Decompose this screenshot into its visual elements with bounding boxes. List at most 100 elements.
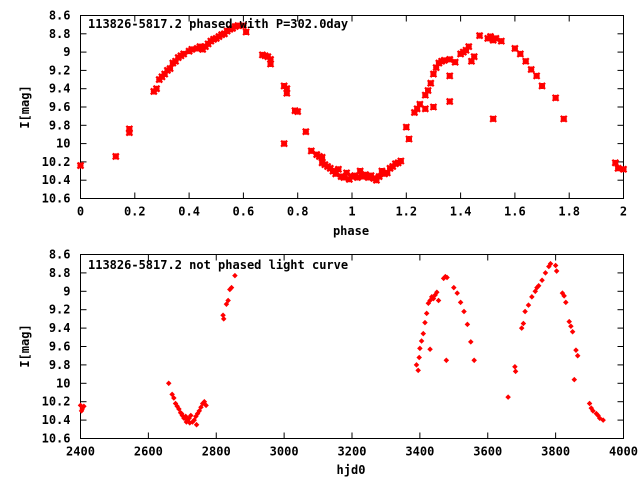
unphased-data-point <box>443 357 450 364</box>
unphased-data-point <box>596 415 603 422</box>
phased-data-point <box>266 55 275 64</box>
unphased-data-point <box>532 288 539 295</box>
unphased-data-point <box>461 308 467 315</box>
phased-x-tick-label: 0.4 <box>178 205 200 219</box>
phased-data-point <box>451 58 459 66</box>
unphased-data-point <box>518 325 525 331</box>
phased-data-point <box>475 31 484 40</box>
phased-data-point <box>188 45 196 54</box>
unphased-data-point <box>535 283 542 289</box>
phased-y-tick-labels: 8.6 8.8 9 9.2 9.4 9.6 9.8 10 10.2 10.4 10.6 <box>42 9 71 206</box>
phased-y-tick-label: 10.6 <box>42 192 71 206</box>
phased-x-tick-label: 2 <box>620 205 627 219</box>
phased-data-point <box>614 164 622 173</box>
phased-y-tick-label: 10.4 <box>42 173 71 187</box>
phased-data-point <box>467 57 476 66</box>
unphased-x-tick-label: 3400 <box>405 445 434 459</box>
unphased-data-point <box>423 310 430 317</box>
unphased-data-point <box>566 318 572 325</box>
phased-data-point <box>353 173 362 182</box>
unphased-y-tick-label: 9 <box>63 284 70 298</box>
phased-data-point <box>283 84 291 93</box>
phased-data-point <box>426 79 435 87</box>
unphased-data-point <box>561 293 567 299</box>
phased-data-point <box>242 28 250 36</box>
unphased-data-point <box>539 277 545 284</box>
unphased-chart-title: 113826-5817.2 not phased light curve <box>88 258 348 272</box>
phased-data-point <box>516 50 525 58</box>
phased-x-tick-label: 1.6 <box>504 205 526 219</box>
phased-data-point <box>532 72 541 80</box>
phased-y-tick-label: 9 <box>63 45 70 59</box>
phased-data-point <box>318 153 326 162</box>
phased-y-tick-label: 9.4 <box>49 82 71 96</box>
phased-data-point <box>152 84 161 93</box>
phased-x-tick-label: 0.6 <box>233 205 255 219</box>
unphased-y-tick-label: 8.8 <box>49 266 71 280</box>
unphased-data-point <box>435 297 442 304</box>
phased-data-point <box>125 128 134 137</box>
phased-data-point <box>356 167 364 175</box>
unphased-y-axis-label: I[mag] <box>18 324 32 367</box>
phased-data-point <box>375 172 383 181</box>
unphased-y-tick-label: 10.6 <box>42 432 71 446</box>
unphased-data-point <box>182 413 189 420</box>
unphased-y-tick-label: 10 <box>56 376 70 390</box>
phased-y-tick-label: 8.6 <box>49 9 71 23</box>
phased-data-point <box>234 21 242 30</box>
unphased-y-tick-label: 8.6 <box>49 248 71 262</box>
phased-data-point <box>125 125 134 133</box>
phased-y-tick-label: 9.6 <box>49 100 71 114</box>
phased-data-point <box>559 115 568 123</box>
phased-x-tick-label: 0.8 <box>287 205 309 219</box>
phased-data-point <box>619 165 628 173</box>
unphased-data-point <box>220 316 227 322</box>
phased-data-point <box>397 157 405 165</box>
unphased-data-point <box>571 376 578 383</box>
phased-data-point <box>266 60 275 68</box>
unphased-data-point <box>590 408 596 414</box>
phased-data-point <box>372 176 381 184</box>
unphased-data-point <box>586 400 593 407</box>
unphased-data-point <box>418 338 425 344</box>
unphased-data-point <box>552 262 559 269</box>
unphased-data-point <box>454 290 460 296</box>
unphased-data-point <box>413 362 420 368</box>
unphased-data-point <box>196 408 203 414</box>
phased-data-point <box>383 169 392 177</box>
unphased-data-point <box>422 319 428 326</box>
phased-plot-frame <box>80 15 624 199</box>
phased-data-point <box>280 139 288 148</box>
phased-data-point <box>424 86 432 95</box>
phased-data-point <box>405 135 413 143</box>
unphased-y-tick-label: 9.8 <box>49 358 71 372</box>
unphased-data-point <box>542 270 549 276</box>
phased-data-point <box>527 65 535 74</box>
unphased-data-point <box>569 329 576 335</box>
phased-y-tick-label: 10.2 <box>42 155 71 169</box>
phased-data-point <box>521 57 530 66</box>
unphased-data-point <box>444 274 450 281</box>
unphased-data-point <box>568 323 574 330</box>
phased-x-tick-label: 1.4 <box>450 205 472 219</box>
phased-data-point <box>302 127 310 136</box>
phased-x-tick-label: 1.8 <box>558 205 580 219</box>
phased-data-point <box>171 57 180 66</box>
unphased-data-point <box>427 297 433 304</box>
unphased-data-point <box>574 352 581 359</box>
unphased-x-tick-label: 3800 <box>541 445 570 459</box>
unphased-data-point <box>529 294 535 300</box>
phased-y-tick-label: 9.2 <box>49 63 71 77</box>
phased-data-point <box>462 46 470 55</box>
phased-chart-title: 113826-5817.2 phased with P=302.0day <box>88 17 348 31</box>
phased-data-point <box>166 64 174 73</box>
unphased-light-curve-panel: 2400 2600 2800 3000 3200 3400 3600 3800 4000 8.6… <box>18 248 638 478</box>
phased-x-tick-label: 1.2 <box>395 205 417 219</box>
unphased-data-point <box>416 354 422 361</box>
unphased-data-point <box>600 417 606 423</box>
unphased-data-point <box>165 380 172 387</box>
unphased-data-point <box>198 404 204 410</box>
phased-data-point <box>410 108 419 117</box>
phased-data-point <box>342 169 351 177</box>
